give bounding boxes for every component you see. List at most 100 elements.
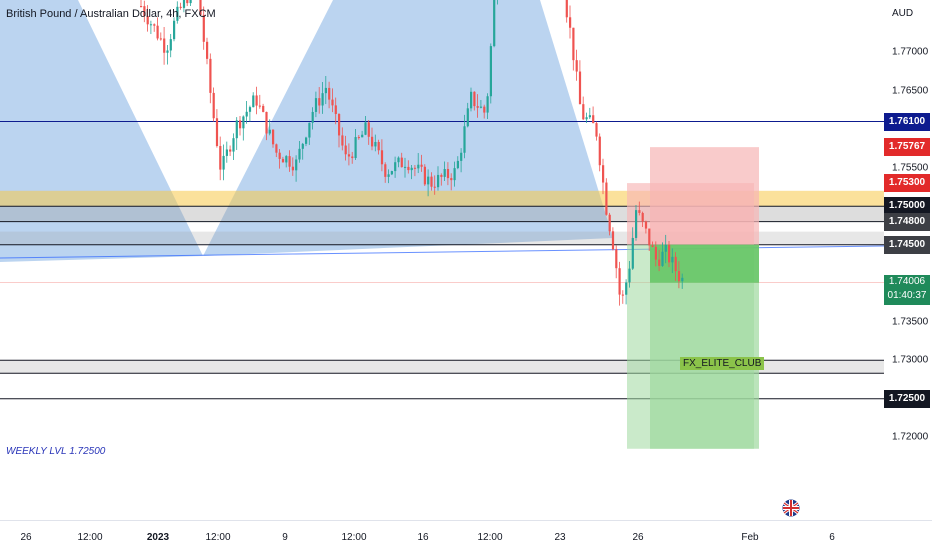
candle-body xyxy=(407,166,410,171)
candle-body xyxy=(668,244,671,263)
candle-body xyxy=(658,259,661,266)
candle-body xyxy=(328,87,331,100)
price-axis[interactable] xyxy=(884,0,932,520)
candle-body xyxy=(479,106,483,108)
candle-body xyxy=(245,111,248,117)
candle-body xyxy=(648,228,651,246)
candle-body xyxy=(265,111,268,134)
weekly-level-label: WEEKLY LVL 1.72500 xyxy=(6,446,106,457)
candle-body xyxy=(143,6,146,16)
candle-body xyxy=(338,114,341,136)
candle-body xyxy=(298,148,301,160)
candle-body xyxy=(281,158,285,163)
candle-body xyxy=(674,256,677,272)
candle-body xyxy=(384,164,387,177)
uk-flag-icon[interactable] xyxy=(782,499,800,517)
candle-body xyxy=(390,171,393,175)
time-tick: 2023 xyxy=(146,532,170,543)
candle-body xyxy=(677,271,681,282)
candle-body xyxy=(466,108,469,127)
candle-body xyxy=(301,143,304,149)
price-badge: 1.76100 xyxy=(884,112,930,131)
harmonic-leg-xa xyxy=(0,0,203,262)
candle-body xyxy=(225,149,228,156)
candle-body xyxy=(163,38,166,53)
price-tick: 1.75500 xyxy=(892,162,929,174)
candle-body xyxy=(671,256,674,263)
price-chart[interactable] xyxy=(0,0,884,520)
candle-body xyxy=(394,162,397,172)
candle-body xyxy=(255,95,258,106)
candle-body xyxy=(272,129,275,145)
stop-loss-box-2 xyxy=(650,147,759,245)
price-badge: 1.74800 xyxy=(884,212,930,231)
candle-body xyxy=(635,210,638,238)
candle-body xyxy=(420,164,423,167)
candle-body xyxy=(456,160,459,169)
candle-body xyxy=(295,159,298,171)
candle-body xyxy=(278,152,281,159)
candle-body xyxy=(453,168,456,181)
candle-body xyxy=(476,106,479,108)
candle-body xyxy=(357,137,360,139)
current-price-value: 1.74006 xyxy=(888,275,926,287)
candle-body xyxy=(314,98,318,112)
candle-body xyxy=(229,149,232,152)
candle-body xyxy=(169,39,172,51)
candle-body xyxy=(433,186,436,188)
time-axis[interactable] xyxy=(0,520,932,550)
candle-body xyxy=(417,164,420,169)
candle-body xyxy=(446,168,450,179)
candle-body xyxy=(232,138,235,152)
candle-body xyxy=(248,107,252,112)
candle-body xyxy=(644,221,648,229)
candle-body xyxy=(252,95,255,108)
candle-body xyxy=(625,282,628,295)
candle-body xyxy=(331,99,334,106)
time-tick: 26 xyxy=(20,532,32,543)
candle-body xyxy=(595,123,598,137)
time-tick: 12:00 xyxy=(477,532,503,543)
candle-body xyxy=(361,134,364,138)
candle-body xyxy=(430,176,433,187)
candle-body xyxy=(618,268,621,295)
price-tick: 1.72000 xyxy=(892,431,929,443)
candle-body xyxy=(239,120,242,129)
candle-body xyxy=(404,166,407,168)
symbol-title[interactable]: British Pound / Australian Dollar, 4h, F… xyxy=(6,8,216,20)
candle-body xyxy=(146,15,149,25)
candle-body xyxy=(347,154,351,157)
price-tick: 1.77000 xyxy=(892,46,929,58)
candle-body xyxy=(608,214,611,232)
price-badge: 1.75000 xyxy=(884,197,930,216)
time-tick: 12:00 xyxy=(205,532,231,543)
candle-body xyxy=(592,115,595,124)
candle-body xyxy=(189,0,192,4)
candle-body xyxy=(493,0,496,47)
candle-body xyxy=(463,126,466,153)
candle-body xyxy=(235,120,238,139)
candle-body xyxy=(450,178,453,181)
candle-body xyxy=(374,141,377,147)
current-price-badge: 1.74006 01:40:37 xyxy=(884,274,930,305)
candle-body xyxy=(377,141,380,151)
candle-body xyxy=(470,91,473,109)
candle-body xyxy=(641,212,644,222)
bar-countdown: 01:40:37 xyxy=(887,289,927,301)
time-tick: 12:00 xyxy=(77,532,103,543)
candle-body xyxy=(173,20,176,40)
candle-body xyxy=(212,92,215,119)
candle-body xyxy=(311,111,314,123)
candle-body xyxy=(354,137,357,159)
candle-body xyxy=(222,155,225,170)
candle-body xyxy=(397,157,400,163)
candle-body xyxy=(219,146,222,170)
candle-body xyxy=(371,136,374,147)
price-tick: 1.76500 xyxy=(892,85,929,97)
candle-body xyxy=(483,106,486,113)
time-tick: 12:00 xyxy=(341,532,367,543)
candle-body xyxy=(654,246,657,260)
candle-body xyxy=(258,105,261,107)
candle-body xyxy=(578,71,582,105)
